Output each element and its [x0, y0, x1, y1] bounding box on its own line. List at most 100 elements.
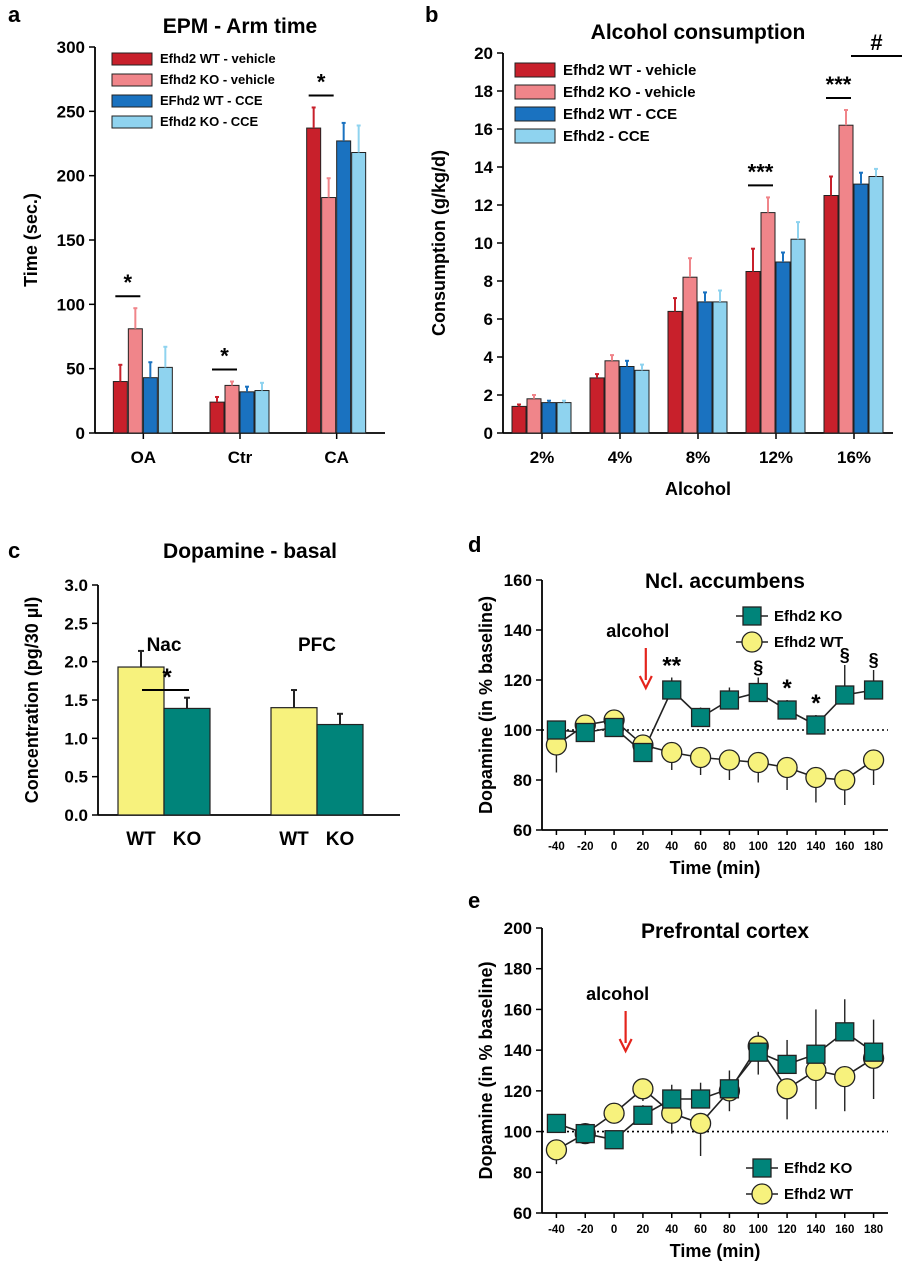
- x-tick-label: 120: [777, 841, 796, 853]
- data-point: [719, 690, 740, 710]
- bar: [868, 176, 884, 434]
- legend-marker: [742, 606, 762, 626]
- arrow-head: [618, 1038, 633, 1054]
- y-axis-label: Dopamine (in % baseline): [476, 961, 496, 1179]
- bar: [254, 390, 270, 434]
- bar: [142, 377, 158, 434]
- y-tick-label: 0.0: [64, 806, 88, 825]
- data-point: [862, 749, 885, 771]
- bar: [511, 405, 527, 434]
- data-point: [575, 1123, 595, 1144]
- data-point: [863, 680, 884, 700]
- y-tick-label: 1.0: [64, 729, 88, 748]
- data-point: [748, 682, 768, 703]
- y-tick-label: 10: [474, 234, 493, 253]
- y-tick-label: 80: [513, 1163, 532, 1182]
- bar: [541, 402, 557, 434]
- bar: [224, 384, 240, 434]
- y-tick-label: 0: [76, 424, 85, 443]
- panel-letter-c: c: [8, 538, 20, 563]
- bar: [270, 707, 318, 816]
- bar: [760, 212, 776, 434]
- x-tick-label: 140: [806, 1224, 825, 1236]
- x-tick-label: -40: [548, 841, 565, 853]
- x-tick-label: 0: [611, 841, 617, 853]
- chart-title: EPM - Arm time: [163, 15, 317, 38]
- chart-title: Alcohol consumption: [591, 21, 806, 44]
- legend-label: Efhd2 WT - CCE: [563, 106, 677, 123]
- y-axis-label: Dopamine (in % baseline): [476, 596, 496, 814]
- y-axis-label: Consumption (g/kg/d): [429, 150, 449, 336]
- chart-title: Ncl. accumbens: [645, 570, 805, 593]
- y-tick-label: 120: [504, 1082, 532, 1101]
- bar: [316, 723, 364, 816]
- x-tick-label: -20: [577, 841, 594, 853]
- y-tick-label: 60: [513, 1204, 532, 1223]
- y-tick-label: 140: [504, 621, 532, 640]
- data-point: [835, 1022, 855, 1042]
- x-tick-label: 120: [777, 1224, 796, 1236]
- legend-swatch: [514, 84, 556, 100]
- legend-swatch: [111, 115, 153, 129]
- data-point: [718, 749, 741, 771]
- panel-letter-e: e: [468, 888, 480, 913]
- legend-label: Efhd2 KO - vehicle: [563, 84, 696, 101]
- y-tick-label: 4: [484, 348, 494, 367]
- data-point: [662, 680, 682, 700]
- legend-label: Efhd2 KO: [784, 1160, 853, 1177]
- bar: [351, 152, 367, 434]
- data-point: [806, 1044, 826, 1064]
- x-tick-label: 40: [665, 841, 678, 853]
- bar: [163, 707, 211, 816]
- bar: [712, 301, 728, 434]
- bar: [619, 366, 635, 434]
- legend-marker: [752, 1158, 772, 1178]
- y-tick-label: 6: [484, 310, 493, 329]
- x-tick-label: 160: [835, 1224, 854, 1236]
- legend-label: Efhd2 - CCE: [563, 128, 650, 145]
- legend-marker: [741, 631, 763, 653]
- y-tick-label: 3.0: [64, 576, 88, 595]
- chart-c: Dopamine - basal Concentration (pg/30 µl)…: [22, 540, 400, 850]
- data-point: [546, 720, 567, 740]
- chart-a: EPM - Arm time Time (sec.) 0 50 100 150 200 250…: [21, 15, 385, 467]
- data-point: [661, 741, 683, 764]
- data-point: [690, 707, 711, 728]
- y-tick-label: 100: [504, 1123, 532, 1142]
- bar: [336, 140, 352, 434]
- data-point: [777, 700, 797, 720]
- bar-label: WT: [279, 829, 309, 850]
- x-tick-label: 60: [694, 841, 707, 853]
- bar: [790, 238, 806, 434]
- bar: [117, 666, 165, 816]
- significance-mark: *: [220, 344, 229, 369]
- significance-mark: **: [662, 653, 681, 680]
- bar: [112, 381, 128, 434]
- bar: [604, 360, 620, 434]
- data-point: [689, 1112, 712, 1135]
- significance-mark: *: [317, 69, 326, 94]
- arrow-head: [638, 675, 653, 691]
- bar: [556, 402, 572, 434]
- significance-mark: *: [124, 270, 133, 295]
- y-tick-label: 0: [484, 424, 493, 443]
- legend-label: Efhd2 WT: [784, 1186, 853, 1203]
- bar: [838, 124, 854, 434]
- x-tick-label: -40: [548, 1224, 565, 1236]
- y-tick-label: 16: [474, 120, 493, 139]
- x-tick-label: 100: [749, 841, 768, 853]
- x-tick-label: 20: [637, 1224, 650, 1236]
- data-point: [633, 742, 653, 763]
- significance-mark: *: [811, 690, 821, 717]
- x-tick-label: Ctr: [228, 448, 253, 467]
- bar: [697, 301, 713, 434]
- data-point: [805, 766, 827, 789]
- y-tick-label: 80: [513, 771, 532, 790]
- y-tick-label: 300: [57, 38, 85, 57]
- legend-swatch: [514, 62, 556, 78]
- significance-mark: §: [869, 650, 879, 670]
- x-tick-label: 12%: [759, 448, 793, 467]
- series-line: [556, 1030, 875, 1141]
- bar: [823, 195, 839, 434]
